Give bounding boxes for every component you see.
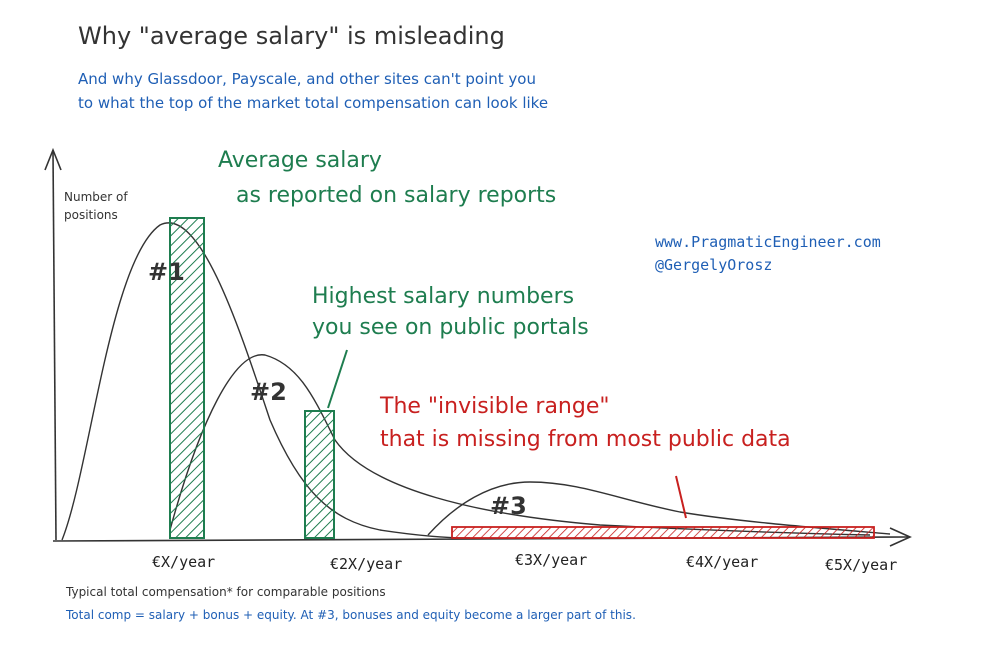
invisible-range-band [451, 526, 875, 539]
highest-public-bar [304, 410, 335, 539]
x-axis-arrow [889, 527, 912, 547]
subtitle-line-1: And why Glassdoor, Payscale, and other s… [78, 70, 536, 88]
curve-3 [427, 481, 891, 536]
average-salary-bar [169, 217, 205, 539]
y-axis [52, 151, 57, 541]
x-tick-4: €4X/year [686, 553, 759, 571]
subtitle-line-2: to what the top of the market total comp… [78, 94, 549, 112]
author-handle: @GergelyOrosz [655, 256, 773, 274]
average-annotation-1: Average salary [218, 148, 382, 173]
page-title: Why "average salary" is misleading [78, 22, 505, 50]
highest-annotation-1: Highest salary numbers [312, 284, 575, 309]
marker-2: #2 [250, 378, 287, 406]
y-axis-arrow [44, 147, 62, 171]
marker-1: #1 [148, 258, 185, 286]
highest-pointer [327, 349, 348, 409]
y-axis-label-1: Number of [64, 190, 128, 204]
x-tick-5: €5X/year [825, 556, 898, 574]
invisible-pointer [675, 475, 687, 519]
x-tick-3: €3X/year [515, 551, 588, 569]
invisible-annotation-2: that is missing from most public data [380, 427, 791, 452]
highest-annotation-2: you see on public portals [312, 315, 589, 340]
y-axis-label-2: positions [64, 208, 118, 222]
curve-1 [61, 222, 471, 541]
marker-3: #3 [490, 492, 527, 520]
x-tick-1: €X/year [152, 553, 216, 571]
footnote-definition: Total comp = salary + bonus + equity. At… [66, 608, 636, 622]
invisible-annotation-1: The "invisible range" [380, 394, 610, 419]
website-credit: www.PragmaticEngineer.com [655, 233, 881, 251]
x-tick-2: €2X/year [330, 555, 403, 573]
average-annotation-2: as reported on salary reports [236, 183, 557, 208]
footnote: Typical total compensation* for comparab… [66, 585, 386, 599]
